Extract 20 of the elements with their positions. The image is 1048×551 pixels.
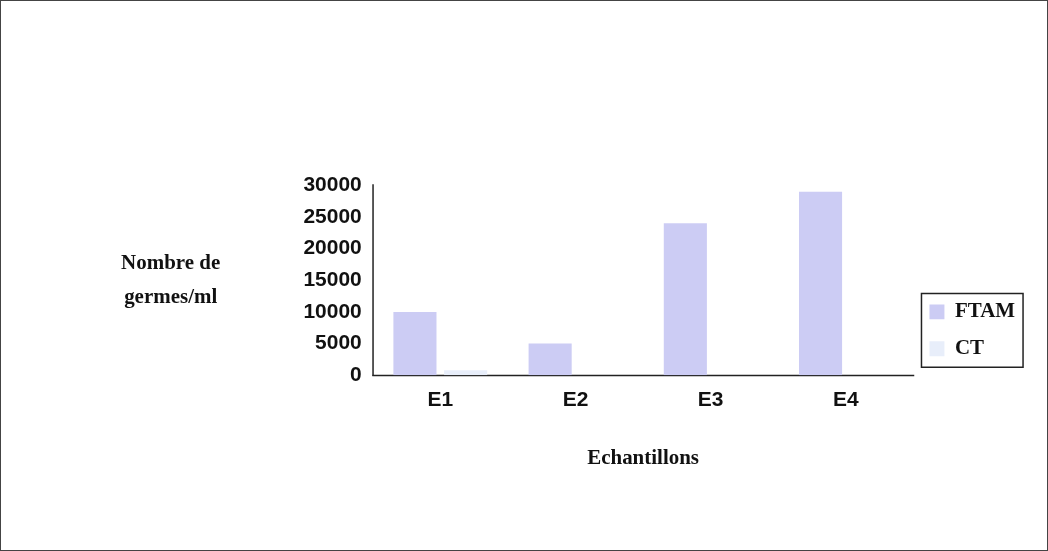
y-tick-label: 15000 (303, 267, 362, 291)
legend-label: FTAM (954, 298, 1016, 323)
bar (444, 370, 488, 376)
legend-label: CT (954, 335, 985, 360)
y-tick-label: 25000 (303, 203, 362, 227)
x-tick-label: E3 (697, 386, 724, 410)
bar (528, 343, 572, 376)
x-axis-title: Echantillons (587, 445, 699, 470)
x-tick-label: E2 (562, 386, 589, 410)
y-tick-label: 20000 (303, 235, 362, 259)
bar (663, 223, 707, 376)
x-tick-label: E1 (427, 386, 454, 410)
y-tick-label: 30000 (303, 172, 362, 196)
x-tick-label: E4 (833, 386, 860, 410)
y-axis-title: Nombre de germes/ml (121, 249, 221, 308)
y-tick-label: 10000 (303, 298, 362, 322)
bar (393, 311, 437, 376)
bar (798, 191, 843, 376)
y-tick-label: 0 (350, 362, 362, 386)
y-tick-label: 5000 (315, 330, 362, 354)
